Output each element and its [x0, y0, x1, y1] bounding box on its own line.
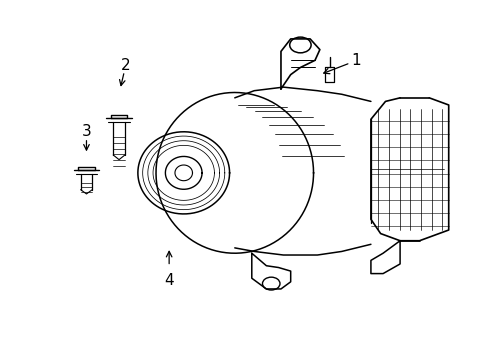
Text: 3: 3 [81, 124, 91, 139]
Text: 4: 4 [164, 273, 174, 288]
Text: 1: 1 [351, 53, 361, 68]
Text: 2: 2 [121, 58, 130, 73]
